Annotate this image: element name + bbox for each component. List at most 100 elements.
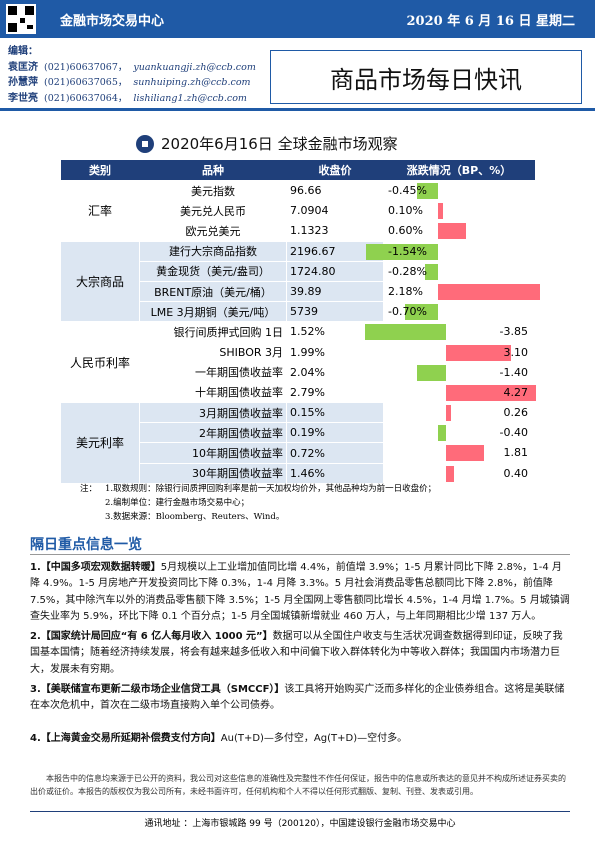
name: 美元兑人民币 [139, 200, 287, 222]
change-cell: -0.40 [383, 422, 535, 444]
rule [0, 108, 595, 111]
row: LME 3月期铜（美元/吨） 5739 -0.70% [61, 301, 535, 323]
info-item: 1.【中国多项宏观数据转暖】5月规模以上工业增加值同比增 4.4%，前值增 3.… [30, 560, 570, 625]
name: 2年期国债收益率 [139, 422, 287, 444]
category: 美元利率 [60, 402, 140, 484]
notes: 注： 1.取数规则：除银行间质押回购利率是前一天加权均价外，其他品种均为前一日收盘… [80, 482, 437, 524]
close: 0.19% [286, 422, 384, 444]
name: 3月期国债收益率 [139, 402, 287, 424]
editors-label: 编辑： [8, 46, 38, 57]
org: 金融市场交易中心 [60, 14, 165, 29]
name: 欧元兑美元 [139, 220, 287, 242]
change-cell: 0.26 [383, 402, 535, 424]
name: 十年期国债收益率 [139, 381, 287, 404]
editor-phone: (021)60637065， [44, 77, 128, 88]
change-bar [446, 465, 455, 482]
info-item: 3.【美联储宣布更新二级市场企业信贷工具（SMCCF）】该工具将开始购买广泛而多… [30, 682, 570, 715]
info-item: 2.【国家统计局回应“有 6 亿人每月收入 1000 元”】数据可以从全国住户收… [30, 629, 570, 678]
row: 美元利率 3月期国债收益率 0.15% 0.26 [60, 402, 535, 484]
note: 3.数据来源：Bloomberg、Reuters、Wind。 [105, 512, 285, 522]
info: 1.【中国多项宏观数据转暖】5月规模以上工业增加值同比增 4.4%，前值增 3.… [30, 560, 570, 751]
header-cell: 涨跌情况（BP、%） [383, 160, 535, 181]
info-lead: 2.【国家统计局回应“有 6 亿人每月收入 1000 元”】 [30, 631, 273, 643]
header-cell: 品种 [139, 160, 287, 181]
change-cell: 3.10 [383, 341, 535, 363]
qr-logo [6, 4, 36, 34]
editor-email: yuankuangji.zh@ccb.com [133, 61, 256, 73]
row: 欧元兑美元 1.1323 0.60% [61, 220, 535, 242]
change-label: -1.40 [499, 365, 528, 379]
change-cell: -0.45% [383, 179, 535, 202]
close: 1.1323 [286, 220, 384, 242]
section-title: 隔日重点信息一览 [30, 537, 142, 553]
close: 1724.80 [286, 260, 384, 282]
close: 0.72% [286, 442, 384, 464]
change-label: -0.70% [388, 305, 427, 319]
change-bar [446, 445, 484, 462]
change-cell: -3.85 [365, 321, 535, 343]
editor: 李世亮 (021)60637064， lishiliang1.zh@ccb.com [8, 91, 256, 107]
close: 0.15% [286, 402, 384, 424]
change-cell: 0.40 [383, 462, 535, 484]
change-label: 0.60% [388, 224, 423, 238]
close: 2.79% [286, 381, 384, 404]
change-bar [437, 425, 446, 442]
change-label: 2.18% [388, 284, 423, 298]
change-label: 1.81 [503, 446, 529, 460]
change-label: -1.54% [388, 244, 427, 258]
market-table: 类别 品种 收盘价 涨跌情况（BP、%） 汇率 美元指数 96.66 -0.45% 美元兑人民币… [60, 160, 541, 484]
row: 大宗商品 建行大宗商品指数 2196.67 -1.54% [60, 240, 535, 323]
change-label: 0.10% [388, 204, 423, 218]
info-lead: 4.【上海黄金交易所延期补偿费支付方向】 [30, 732, 221, 744]
name: 一年期国债收益率 [139, 361, 287, 383]
change-bar [438, 223, 467, 240]
footer: 通讯地址 ：上海市银城路 99 号（200120），中国建设银行金融市场交易中心 [30, 811, 570, 829]
info-text: 该工具将开始购买广泛而多样化的企业债券组合。这将是美联储在本次危机中，首次在二级… [30, 684, 565, 712]
change-bar [405, 304, 438, 321]
change-label: 0.40 [503, 466, 529, 480]
row: 人民币利率 银行间质押式回购 1日 1.52% -3.85 [60, 321, 535, 404]
editor-email: lishiliang1.zh@ccb.com [133, 92, 247, 104]
category: 大宗商品 [60, 240, 140, 323]
category: 人民币利率 [60, 321, 140, 404]
date: 2020 年 6 月 16 日 星期二 [406, 14, 575, 29]
row: 30年期国债收益率 1.46% 0.40 [61, 462, 535, 484]
close: 1.46% [286, 462, 384, 484]
change-cell: -1.40 [383, 361, 535, 383]
row: 十年期国债收益率 2.79% 4.27 [61, 381, 536, 404]
change-cell: -0.28% [383, 260, 535, 282]
header-row: 类别 品种 收盘价 涨跌情况（BP、%） [60, 160, 535, 181]
row: 黄金现货（美元/盎司） 1724.80 -0.28% [61, 260, 535, 282]
name: BRENT原油（美元/桶） [139, 280, 287, 303]
info-text: 5月规模以上工业增加值同比增 4.4%，前值增 3.9%；1-5 月累计同比下降… [30, 562, 570, 622]
notes-label: 注： [80, 484, 98, 494]
editor-phone: (021)60637067， [44, 61, 128, 73]
table-title-row: 2020年6月16日 全球金融市场观察 [135, 133, 398, 154]
change-bar [438, 203, 443, 220]
row: 美元兑人民币 7.0904 0.10% [61, 200, 535, 222]
change-label: -3.85 [499, 325, 528, 339]
header-cell: 类别 [60, 160, 140, 181]
name: 银行间质押式回购 1日 [139, 321, 287, 343]
change-cell: 0.60% [383, 220, 535, 242]
change-bar [365, 243, 438, 260]
doc-title: 商品市场每日快讯 [270, 50, 582, 104]
row: 汇率 美元指数 96.66 -0.45% [60, 179, 535, 242]
editor-phone: (021)60637064， [44, 92, 128, 104]
ccb-logo [136, 134, 154, 153]
change-bar [416, 364, 446, 381]
close: 96.66 [286, 179, 384, 202]
change-bar [365, 324, 446, 341]
header-cell: 收盘价 [286, 160, 384, 181]
change-cell: -1.54% [365, 240, 535, 262]
note: 1.取数规则：除银行间质押回购利率是前一天加权均价外，其他品种均为前一日收盘价； [105, 484, 437, 494]
row: 2年期国债收益率 0.19% -0.40 [61, 422, 535, 444]
change-bar [446, 384, 536, 401]
name: 30年期国债收益率 [139, 462, 287, 484]
change-cell: 2.18% [383, 280, 541, 303]
change-label: 0.26 [503, 406, 529, 420]
name: 建行大宗商品指数 [139, 240, 287, 262]
disclaimer: 本报告中的信息均来源于已公开的资料，我公司对这些信息的准确性及完整性不作任何保证… [30, 774, 566, 796]
change-bar [424, 263, 438, 280]
